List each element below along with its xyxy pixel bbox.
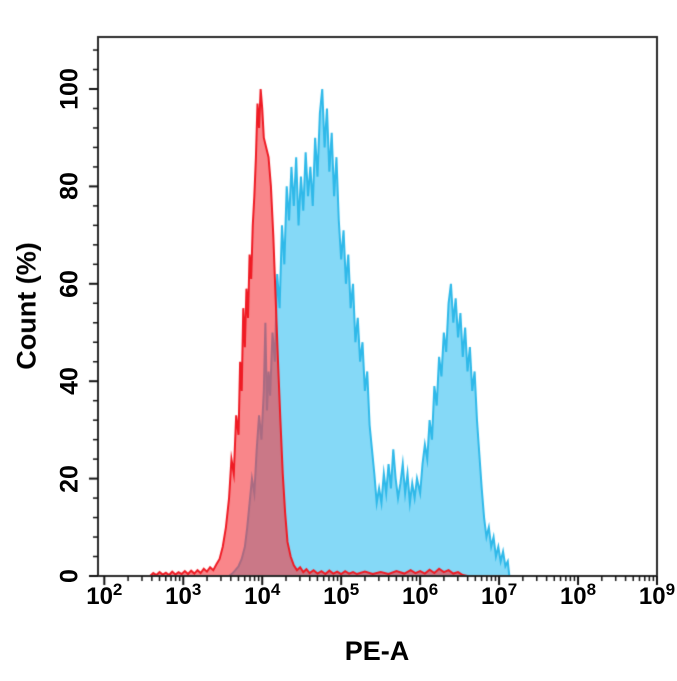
x-tick-label-1e9: 109	[638, 580, 676, 610]
x-tick-label-1e7: 107	[480, 580, 518, 610]
y-tick-label-0: 0	[55, 569, 84, 583]
y-axis-title: Count (%)	[11, 242, 42, 370]
y-tick-label-40: 40	[55, 367, 84, 396]
x-tick-label-1e5: 105	[323, 580, 360, 610]
y-tick-label-60: 60	[55, 269, 84, 298]
y-tick-label-100: 100	[55, 68, 84, 110]
x-tick-label-1e6: 106	[402, 580, 439, 610]
x-tick-label-1e3: 103	[165, 580, 202, 610]
x-tick-label-1e8: 108	[559, 580, 597, 610]
x-tick-label-1e4: 104	[244, 580, 281, 610]
x-tick-label-1e2: 102	[86, 580, 123, 610]
y-tick-label-20: 20	[55, 464, 84, 493]
x-axis-title: PE-A	[344, 636, 410, 666]
y-tick-label-80: 80	[55, 172, 84, 201]
